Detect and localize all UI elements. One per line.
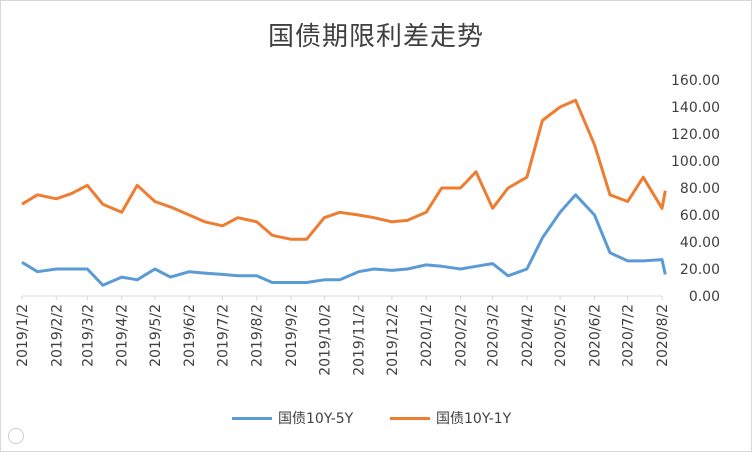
x-tick-label: 2020/1/2 <box>419 304 435 367</box>
y-tick-label: 140.00 <box>671 100 720 116</box>
series-lines <box>21 98 667 287</box>
series-line-0 <box>21 193 667 287</box>
x-tick-label: 2020/4/2 <box>520 304 536 367</box>
x-axis-ticks: 2019/1/2 2019/2/2 2019/3/2 2019/4/2 2019/5/2… <box>15 296 671 376</box>
x-tick-label: 2020/3/2 <box>486 304 502 367</box>
watermark-logo <box>8 428 28 444</box>
y-tick-label: 0.00 <box>689 289 720 305</box>
x-tick-label: 2020/5/2 <box>553 304 569 367</box>
x-tick-label: 2019/3/2 <box>80 304 96 367</box>
x-tick-label: 2020/8/2 <box>655 304 671 367</box>
legend-item-10y-1y: 国债10Y-1Y <box>390 408 511 428</box>
y-tick-label: 160.00 <box>671 73 720 89</box>
legend-label-10y-1y: 国债10Y-1Y <box>436 411 512 427</box>
x-tick-label: 2020/2/2 <box>453 304 469 367</box>
legend: 国债10Y-5Y 国债10Y-1Y <box>0 408 752 430</box>
y-tick-label: 60.00 <box>680 208 720 224</box>
chart-title: 国债期限利差走势 <box>267 22 484 52</box>
x-tick-label: 2019/5/2 <box>148 304 164 367</box>
x-tick-label: 2019/2/2 <box>49 304 65 367</box>
x-tick-label: 2019/9/2 <box>284 304 300 367</box>
x-tick-label: 2019/12/2 <box>385 304 401 376</box>
watermark-icon <box>8 428 24 444</box>
x-tick-label: 2019/4/2 <box>115 304 131 367</box>
x-tick-label: 2019/6/2 <box>182 304 198 367</box>
x-tick-label: 2019/1/2 <box>15 304 31 367</box>
y-tick-label: 40.00 <box>680 235 720 251</box>
x-tick-label: 2019/11/2 <box>352 304 368 376</box>
y-tick-label: 120.00 <box>671 127 720 143</box>
y-axis-ticks: 0.00 20.00 40.00 60.00 80.00 100.00 120.00 140.… <box>671 73 720 305</box>
series-line-1 <box>21 98 667 241</box>
y-tick-label: 100.00 <box>671 154 720 170</box>
y-tick-label: 80.00 <box>680 181 720 197</box>
legend-swatch-10y-5y <box>232 416 272 420</box>
x-tick-label: 2019/10/2 <box>317 304 333 376</box>
legend-swatch-10y-1y <box>390 416 430 420</box>
x-tick-label: 2020/6/2 <box>587 304 603 367</box>
y-tick-label: 20.00 <box>680 262 720 278</box>
legend-label-10y-5y: 国债10Y-5Y <box>278 411 354 427</box>
x-tick-label: 2019/7/2 <box>215 304 231 367</box>
legend-item-10y-5y: 国债10Y-5Y <box>232 408 353 428</box>
x-tick-label: 2020/7/2 <box>621 304 637 367</box>
x-tick-label: 2019/8/2 <box>250 304 266 367</box>
